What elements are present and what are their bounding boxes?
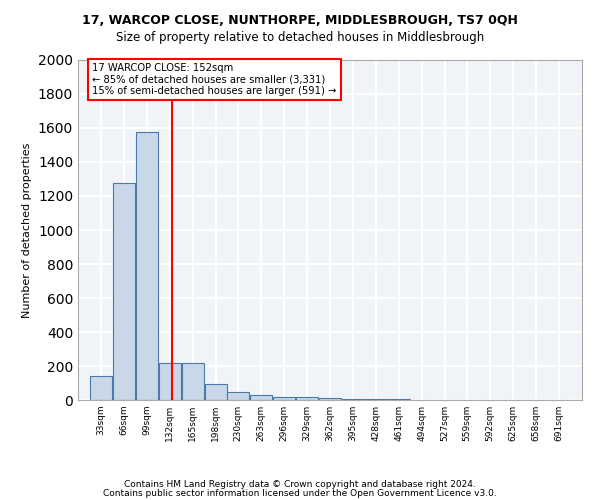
Bar	[113, 183, 135, 400]
Bar	[250, 395, 272, 400]
Bar	[205, 384, 227, 400]
Text: 17, WARCOP CLOSE, NUNTHORPE, MIDDLESBROUGH, TS7 0QH: 17, WARCOP CLOSE, NUNTHORPE, MIDDLESBROU…	[82, 14, 518, 27]
Y-axis label: Number of detached properties: Number of detached properties	[22, 142, 32, 318]
Bar	[158, 362, 181, 400]
Bar	[319, 398, 341, 400]
Bar	[136, 132, 158, 400]
Text: Contains HM Land Registry data © Crown copyright and database right 2024.: Contains HM Land Registry data © Crown c…	[124, 480, 476, 489]
Bar	[273, 397, 295, 400]
Text: 17 WARCOP CLOSE: 152sqm
← 85% of detached houses are smaller (3,331)
15% of semi: 17 WARCOP CLOSE: 152sqm ← 85% of detache…	[92, 62, 337, 96]
Bar	[365, 399, 387, 400]
Bar	[89, 376, 112, 400]
Bar	[341, 398, 364, 400]
Bar	[227, 392, 250, 400]
Text: Size of property relative to detached houses in Middlesbrough: Size of property relative to detached ho…	[116, 31, 484, 44]
Text: Contains public sector information licensed under the Open Government Licence v3: Contains public sector information licen…	[103, 489, 497, 498]
Bar	[182, 362, 204, 400]
Bar	[296, 398, 319, 400]
